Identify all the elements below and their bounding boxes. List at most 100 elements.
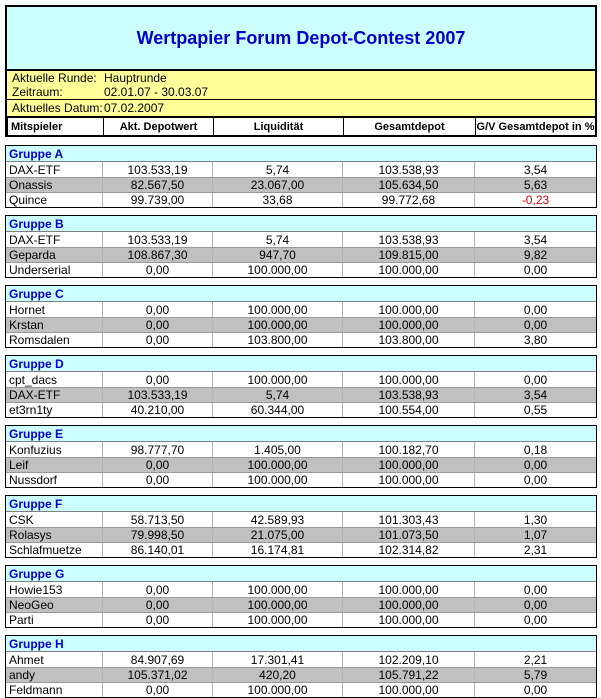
- info-row-runde: Aktuelle Runde: Hauptrunde: [7, 71, 595, 85]
- groups-container: Gruppe A DAX-ETF 103.533,19 5,74 103.538,93 3…: [5, 145, 597, 698]
- info-row-datum: Aktuelles Datum: 07.02.2007: [7, 99, 595, 116]
- cell-player: Geparda: [9, 248, 56, 262]
- group-header-gruppe-g: Gruppe G: [6, 566, 596, 582]
- cell-gesamtdepot: 103.800,00: [342, 333, 474, 347]
- cell-gesamtdepot: 100.000,00: [342, 582, 474, 597]
- cell-gv: 0,00: [474, 318, 596, 332]
- cell-gv: 0,00: [474, 582, 596, 597]
- cell-player: DAX-ETF: [9, 388, 61, 402]
- cell-player: Parti: [9, 613, 34, 627]
- cell-gv: 1,07: [474, 528, 596, 542]
- group-header-gruppe-d: Gruppe D: [6, 356, 596, 372]
- cell-liquiditaet: 100.000,00: [212, 613, 342, 627]
- cell-liquiditaet: 100.000,00: [212, 318, 342, 332]
- cell-player: DAX-ETF: [9, 162, 61, 177]
- cell-gesamtdepot: 102.209,10: [342, 652, 474, 667]
- info-box: Aktuelle Runde: Hauptrunde Zeitraum: 02.…: [5, 69, 597, 118]
- cell-gesamtdepot: 103.538,93: [342, 232, 474, 247]
- player-row-leif: Leif 0,00 100.000,00 100.000,00 0,00: [6, 457, 596, 472]
- cell-depotwert: 99.739,00: [102, 193, 212, 207]
- cell-gesamtdepot: 99.772,68: [342, 193, 474, 207]
- info-value-datum: 07.02.2007: [104, 101, 165, 115]
- group-header-gruppe-h: Gruppe H: [6, 636, 596, 652]
- cell-liquiditaet: 100.000,00: [212, 263, 342, 277]
- cell-gv: 2,31: [474, 543, 596, 557]
- cell-depotwert: 0,00: [102, 683, 212, 697]
- cell-player: NeoGeo: [9, 598, 54, 612]
- cell-liquiditaet: 420,20: [212, 668, 342, 682]
- cell-depotwert: 98.777,70: [102, 442, 212, 457]
- cell-gesamtdepot: 100.554,00: [342, 403, 474, 417]
- page-title: Wertpapier Forum Depot-Contest 2007: [136, 27, 466, 48]
- cell-player: Underserial: [9, 263, 71, 277]
- cell-player: Krstan: [9, 318, 44, 332]
- player-row-geparda: Geparda 108.867,30 947,70 109.815,00 9,82: [6, 247, 596, 262]
- info-value-runde: Hauptrunde: [104, 71, 167, 85]
- cell-player: andy: [9, 668, 36, 682]
- player-row-romsdalen: Romsdalen 0,00 103.800,00 103.800,00 3,80: [6, 332, 596, 347]
- cell-depotwert: 0,00: [102, 473, 212, 487]
- cell-liquiditaet: 33,68: [212, 193, 342, 207]
- cell-depotwert: 84.907,69: [102, 652, 212, 667]
- cell-gesamtdepot: 100.000,00: [342, 318, 474, 332]
- player-row-howie153: Howie153 0,00 100.000,00 100.000,00 0,00: [6, 582, 596, 597]
- group-header-gruppe-c: Gruppe C: [6, 286, 596, 302]
- cell-player: Rolasys: [9, 528, 52, 542]
- info-row-zeitraum: Zeitraum: 02.01.07 - 30.03.07: [7, 85, 595, 99]
- cell-depotwert: 0,00: [102, 582, 212, 597]
- cell-player: Feldmann: [9, 683, 63, 697]
- cell-liquiditaet: 100.000,00: [212, 473, 342, 487]
- cell-gesamtdepot: 105.634,50: [342, 178, 474, 192]
- cell-liquiditaet: 16.174,81: [212, 543, 342, 557]
- cell-gv: 0,00: [474, 473, 596, 487]
- cell-liquiditaet: 5,74: [212, 232, 342, 247]
- cell-gesamtdepot: 105.791,22: [342, 668, 474, 682]
- player-row-andy: andy 105.371,02 420,20 105.791,22 5,79: [6, 667, 596, 682]
- cell-depotwert: 0,00: [102, 372, 212, 387]
- cell-depotwert: 0,00: [102, 613, 212, 627]
- cell-gv: 3,54: [474, 232, 596, 247]
- cell-depotwert: 40.210,00: [102, 403, 212, 417]
- group-section-gruppe-a: Gruppe A DAX-ETF 103.533,19 5,74 103.538,93 3…: [5, 145, 597, 208]
- cell-gesamtdepot: 100.000,00: [342, 372, 474, 387]
- cell-gv: 0,00: [474, 302, 596, 317]
- cell-gesamtdepot: 109.815,00: [342, 248, 474, 262]
- cell-gesamtdepot: 101.073,50: [342, 528, 474, 542]
- cell-liquiditaet: 21.075,00: [212, 528, 342, 542]
- player-row-rolasys: Rolasys 79.998,50 21.075,00 101.073,50 1,07: [6, 527, 596, 542]
- cell-gesamtdepot: 100.000,00: [342, 263, 474, 277]
- cell-gesamtdepot: 100.000,00: [342, 613, 474, 627]
- cell-gv: 3,54: [474, 162, 596, 177]
- cell-player: cpt_dacs: [9, 372, 58, 387]
- player-row-hornet: Hornet 0,00 100.000,00 100.000,00 0,00: [6, 302, 596, 317]
- cell-gv: 3,54: [474, 388, 596, 402]
- group-section-gruppe-c: Gruppe C Hornet 0,00 100.000,00 100.000,00 0,…: [5, 285, 597, 348]
- cell-gv: 0,55: [474, 403, 596, 417]
- cell-depotwert: 0,00: [102, 318, 212, 332]
- cell-gv: 0,00: [474, 598, 596, 612]
- info-label-runde: Aktuelle Runde:: [12, 71, 97, 85]
- info-value-zeitraum: 02.01.07 - 30.03.07: [104, 85, 209, 99]
- cell-player: Romsdalen: [9, 333, 70, 347]
- player-row-nussdorf: Nussdorf 0,00 100.000,00 100.000,00 0,00: [6, 472, 596, 487]
- cell-liquiditaet: 60.344,00: [212, 403, 342, 417]
- contest-sheet: Wertpapier Forum Depot-Contest 2007 Aktu…: [5, 5, 597, 698]
- cell-liquiditaet: 5,74: [212, 388, 342, 402]
- column-header-gv-prozent: G/V Gesamtdepot in %: [475, 118, 595, 135]
- group-section-gruppe-b: Gruppe B DAX-ETF 103.533,19 5,74 103.538,93 3…: [5, 215, 597, 278]
- group-section-gruppe-e: Gruppe E Konfuzius 98.777,70 1.405,00 100.18…: [5, 425, 597, 488]
- cell-depotwert: 105.371,02: [102, 668, 212, 682]
- cell-gesamtdepot: 101.303,43: [342, 512, 474, 527]
- cell-liquiditaet: 42.589,93: [212, 512, 342, 527]
- group-header-gruppe-a: Gruppe A: [6, 146, 596, 162]
- cell-player: Ahmet: [9, 652, 44, 667]
- player-row-ahmet: Ahmet 84.907,69 17.301,41 102.209,10 2,21: [6, 652, 596, 667]
- column-header-gesamtdepot: Gesamtdepot: [343, 118, 475, 135]
- cell-gv: -0,23: [474, 193, 596, 207]
- cell-gv: 0,00: [474, 683, 596, 697]
- cell-depotwert: 0,00: [102, 598, 212, 612]
- cell-gv: 0,00: [474, 613, 596, 627]
- cell-player: Onassis: [9, 178, 53, 192]
- cell-gv: 0,18: [474, 442, 596, 457]
